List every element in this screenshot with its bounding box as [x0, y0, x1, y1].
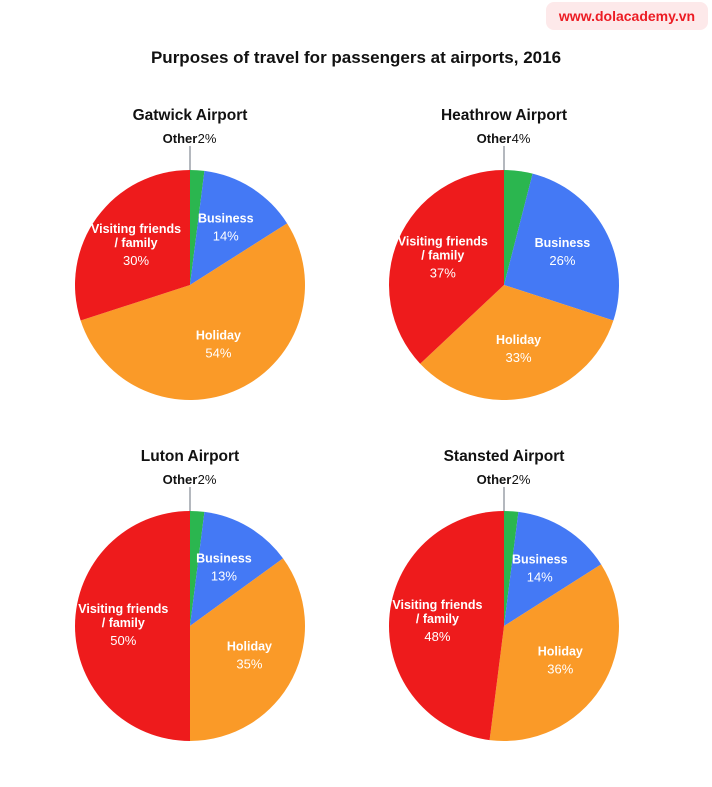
gatwick-airport-label-0-business: Business: [198, 212, 254, 226]
luton-airport-other-value: 2%: [198, 472, 217, 487]
heathrow-airport-other-label: Other: [477, 131, 512, 146]
heathrow-airport-label-1-visiting-friends-family: / family: [421, 249, 464, 263]
gatwick-airport-value-business: 14%: [213, 229, 239, 244]
gatwick-airport-slice-holiday: [80, 223, 305, 401]
luton-airport-value-visiting-friends-family: 50%: [110, 633, 136, 648]
heathrow-airport-label-0-visiting-friends-family: Visiting friends: [398, 235, 488, 249]
luton-airport-label-1-visiting-friends-family: / family: [102, 616, 145, 630]
stansted-airport-slice-other: [504, 511, 519, 626]
chart-title: Purposes of travel for passengers at air…: [150, 48, 562, 67]
stansted-airport-label-0-holiday: Holiday: [538, 645, 583, 659]
heathrow-airport-label-0-business: Business: [535, 236, 591, 250]
heathrow-airport-other-value: 4%: [512, 131, 531, 146]
gatwick-airport-label-0-visiting-friends-family: Visiting friends: [91, 222, 181, 236]
luton-airport-slice-other: [190, 511, 205, 626]
gatwick-airport-label-0-holiday: Holiday: [196, 328, 241, 342]
stansted-airport-slice-business: [504, 511, 602, 626]
stansted-airport-label-1-visiting-friends-family: / family: [416, 612, 459, 626]
stansted-airport-value-holiday: 36%: [547, 662, 573, 677]
heathrow-airport-label-0-holiday: Holiday: [496, 333, 541, 347]
watermark-logo: www.dolacademy.vn: [546, 2, 708, 30]
stansted-airport-slice-holiday: [489, 564, 619, 742]
gatwick-airport-label-1-visiting-friends-family: / family: [114, 236, 157, 250]
gatwick-airport-other-label: Other: [163, 131, 198, 146]
heathrow-airport-slice-other: [504, 170, 533, 285]
luton-airport-title: Luton Airport: [141, 448, 239, 465]
heathrow-airport-slice-visiting-friends-family: [388, 170, 504, 364]
stansted-airport-label-0-business: Business: [512, 553, 568, 567]
stansted-airport-value-visiting-friends-family: 48%: [424, 629, 450, 644]
heathrow-airport-title: Heathrow Airport: [441, 107, 567, 124]
luton-airport-label-0-business: Business: [196, 552, 252, 566]
stansted-airport-other-value: 2%: [512, 472, 531, 487]
stansted-airport-label-0-visiting-friends-family: Visiting friends: [392, 598, 482, 612]
luton-airport-other-label: Other: [163, 472, 198, 487]
luton-airport-label-0-visiting-friends-family: Visiting friends: [78, 602, 168, 616]
heathrow-airport-value-holiday: 33%: [506, 350, 532, 365]
gatwick-airport-other-value: 2%: [198, 131, 217, 146]
luton-airport-slice-business: [190, 511, 284, 626]
luton-airport-slice-visiting-friends-family: [75, 511, 190, 741]
luton-airport-label-0-holiday: Holiday: [227, 639, 272, 653]
heathrow-airport-value-business: 26%: [549, 253, 575, 268]
stansted-airport-other-label: Other: [477, 472, 512, 487]
stansted-airport-slice-visiting-friends-family: [388, 511, 504, 741]
gatwick-airport-value-holiday: 54%: [205, 345, 231, 360]
gatwick-airport-slice-business: [190, 170, 288, 285]
luton-airport-value-holiday: 35%: [236, 656, 262, 671]
gatwick-airport-value-visiting-friends-family: 30%: [123, 253, 149, 268]
gatwick-airport-slice-other: [190, 170, 205, 285]
luton-airport-value-business: 13%: [211, 569, 237, 584]
stansted-airport-title: Stansted Airport: [444, 448, 565, 465]
heathrow-airport-value-visiting-friends-family: 37%: [430, 266, 456, 281]
stansted-airport-value-business: 14%: [527, 570, 553, 585]
heathrow-airport-slice-business: [504, 173, 619, 321]
luton-airport-slice-holiday: [190, 558, 305, 741]
heathrow-airport-slice-holiday: [420, 285, 614, 401]
gatwick-airport-title: Gatwick Airport: [133, 107, 248, 124]
gatwick-airport-slice-visiting-friends-family: [74, 169, 190, 321]
